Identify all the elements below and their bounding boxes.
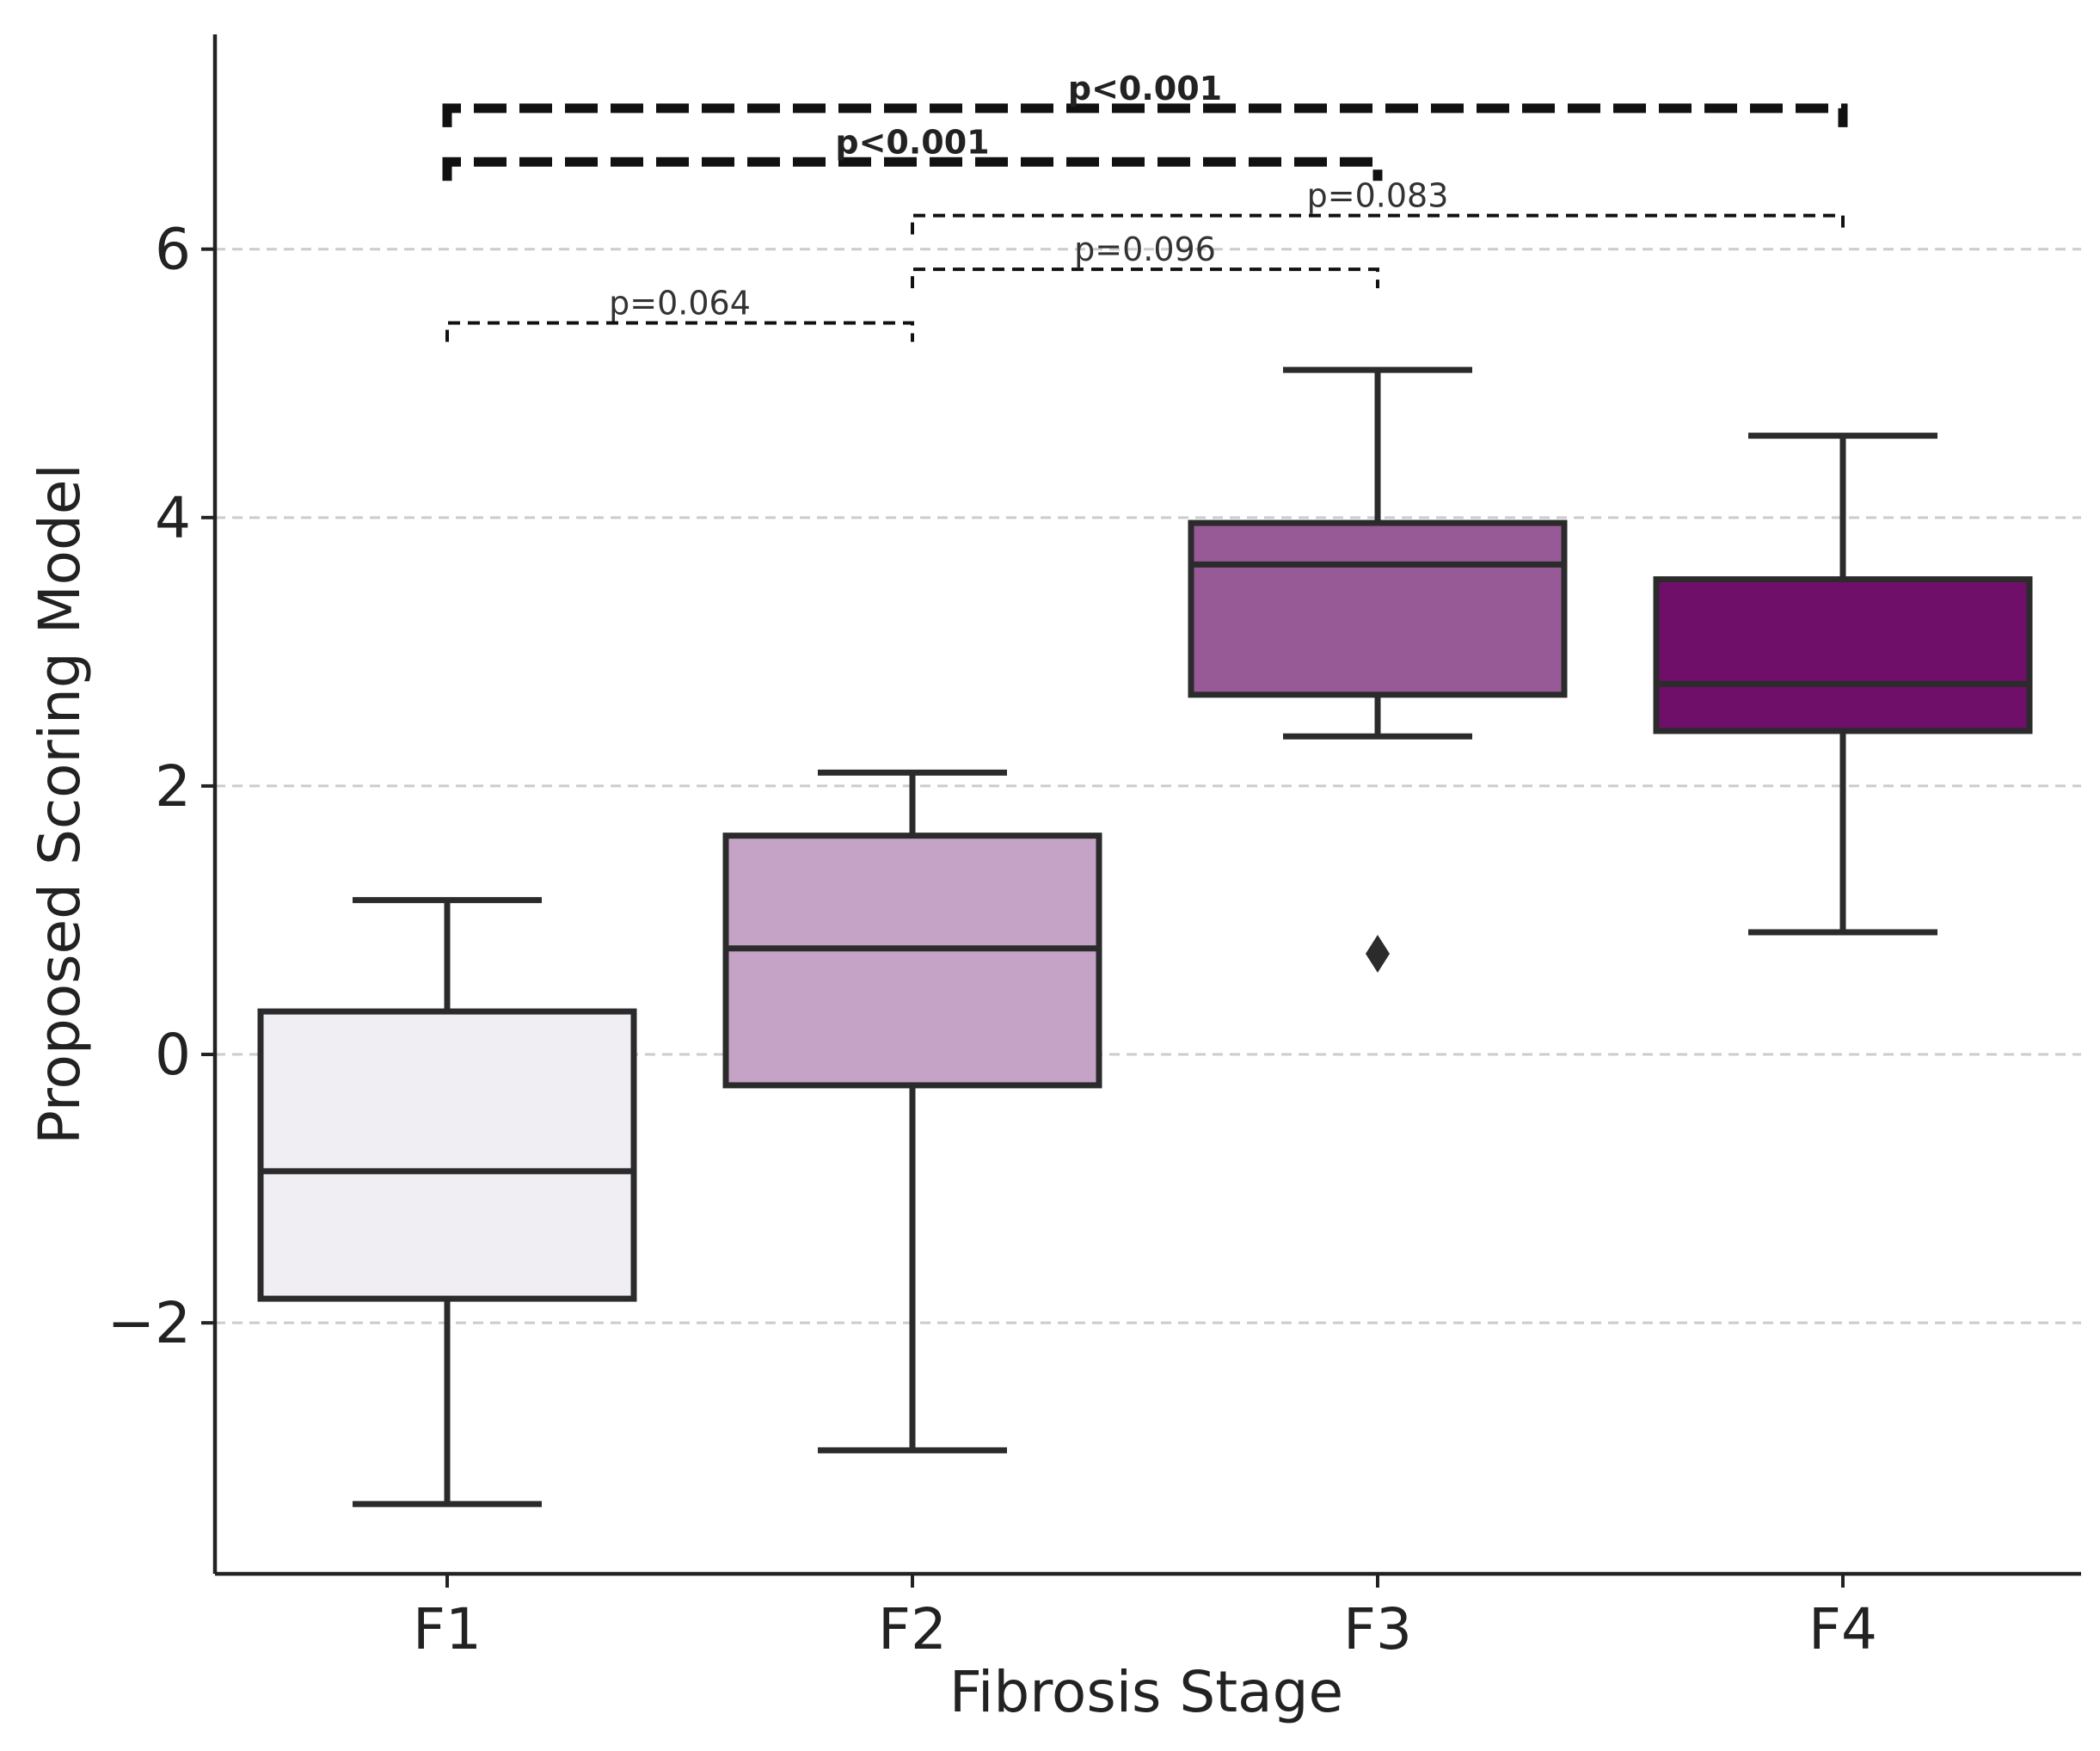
- y-tick-label: −2: [107, 1290, 191, 1356]
- y-tick-label: 2: [155, 753, 191, 820]
- significance-bracket: [442, 157, 1383, 181]
- axes: −2 0 2 4 6 F1 F2 F3 F4: [107, 34, 2081, 1662]
- box-group-f4: [1653, 433, 2033, 936]
- x-tick-label: F4: [1808, 1596, 1877, 1662]
- y-axis-title: Proposed Scoring Model: [27, 464, 93, 1145]
- boxes-layer: [257, 366, 2033, 1508]
- x-tick-label: F3: [1343, 1596, 1412, 1662]
- significance-bracket: [445, 321, 914, 342]
- p-value-label: p<0.001: [835, 123, 989, 161]
- iqr-box: [1653, 576, 2033, 734]
- x-tick-label: F1: [413, 1596, 482, 1662]
- p-value-label: p=0.083: [1307, 177, 1449, 215]
- p-value-label: p<0.001: [1068, 70, 1222, 108]
- x-tick-label: F2: [878, 1596, 947, 1662]
- iqr-box: [257, 1008, 637, 1302]
- x-axis-title: Fibrosis Stage: [949, 1659, 1343, 1725]
- significance-annotations: p=0.064 p=0.096 p=0.083 p<0.001 p<0.001: [442, 70, 1848, 342]
- significance-bracket: [911, 267, 1379, 289]
- y-tick-label: 4: [155, 485, 191, 551]
- significance-bracket: [442, 103, 1848, 127]
- iqr-box: [722, 832, 1102, 1089]
- significance-bracket: [911, 213, 1845, 235]
- y-tick-label: 6: [155, 217, 191, 283]
- box-group-f3: [1188, 366, 1568, 974]
- box-group-f1: [257, 897, 637, 1508]
- p-value-label: p=0.064: [609, 285, 751, 323]
- outlier-point: [1366, 935, 1390, 974]
- box-group-f2: [722, 769, 1102, 1453]
- iqr-box: [1188, 519, 1568, 698]
- y-tick-label: 0: [155, 1022, 191, 1088]
- p-value-label: p=0.096: [1074, 230, 1216, 268]
